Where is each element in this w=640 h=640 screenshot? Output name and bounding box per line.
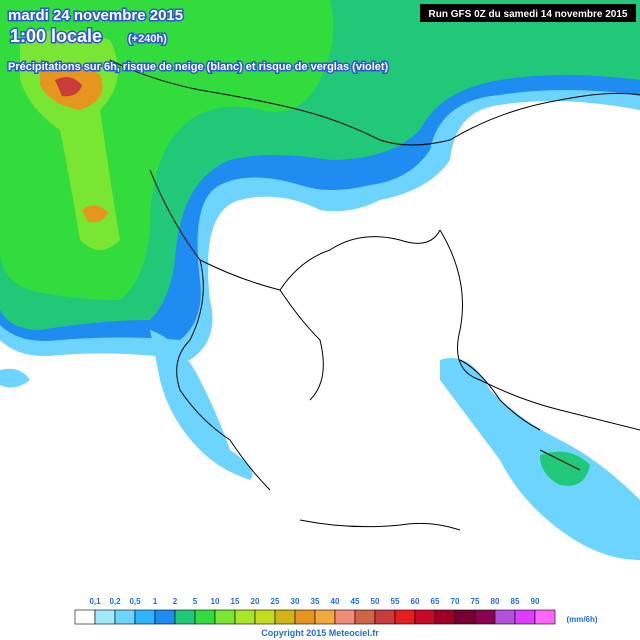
legend-swatch (254, 609, 276, 625)
copyright: Copyright 2015 Meteociel.fr (261, 628, 379, 638)
legend-label: 30 (291, 597, 300, 606)
legend-label: 5 (193, 597, 198, 606)
legend-swatch (234, 609, 256, 625)
legend-swatch (534, 609, 556, 625)
legend-label: 10 (211, 597, 220, 606)
legend-label: 80 (491, 597, 500, 606)
legend-unit: (mm/6h) (566, 615, 597, 624)
legend-label: 40 (331, 597, 340, 606)
legend-swatch (74, 609, 96, 625)
legend-swatch (314, 609, 336, 625)
legend-swatch (514, 609, 536, 625)
legend-swatch (274, 609, 296, 625)
run-box (420, 4, 636, 22)
legend-label: 85 (511, 597, 520, 606)
coastlines (109, 59, 640, 531)
legend-swatch (174, 609, 196, 625)
legend-swatch (434, 609, 456, 625)
legend-label: 55 (391, 597, 400, 606)
legend-swatch (414, 609, 436, 625)
legend-swatch (114, 609, 136, 625)
legend-swatch (214, 609, 236, 625)
precipitation-field (0, 0, 640, 560)
legend-swatch (494, 609, 516, 625)
legend-swatch (134, 609, 156, 625)
legend: 0,1 0,2 0,5 1 2 5 10 15 20 25 30 35 40 45 50 55 60 65 70 75… (74, 597, 556, 625)
legend-swatch (294, 609, 316, 625)
legend-swatch (374, 609, 396, 625)
legend-swatch (154, 609, 176, 625)
legend-label: 20 (251, 597, 260, 606)
legend-swatch (354, 609, 376, 625)
legend-swatch (394, 609, 416, 625)
legend-label: 65 (431, 597, 440, 606)
subtitle: Précipitations sur 6h, risque de neige (… (8, 61, 389, 73)
legend-swatch (454, 609, 476, 625)
lead-time: (+240h) (128, 33, 167, 45)
legend-label: 45 (351, 597, 360, 606)
legend-label: 25 (271, 597, 280, 606)
legend-label: 1 (153, 597, 158, 606)
legend-swatch (474, 609, 496, 625)
legend-label: 75 (471, 597, 480, 606)
legend-label: 50 (371, 597, 380, 606)
run-label: Run GFS 0Z du samedi 14 novembre 2015 (429, 9, 628, 20)
legend-swatch (334, 609, 356, 625)
legend-label: 35 (311, 597, 320, 606)
legend-swatch (194, 609, 216, 625)
legend-label: 15 (231, 597, 240, 606)
legend-label: 60 (411, 597, 420, 606)
legend-label: 0,2 (109, 597, 121, 606)
legend-label: 0,1 (89, 597, 101, 606)
legend-label: 0,5 (129, 597, 141, 606)
legend-label: 2 (173, 597, 178, 606)
time-title: 1:00 locale (10, 26, 102, 46)
legend-swatch (94, 609, 116, 625)
legend-label: 90 (531, 597, 540, 606)
legend-label: 70 (451, 597, 460, 606)
date-title: mardi 24 novembre 2015 (8, 7, 183, 24)
